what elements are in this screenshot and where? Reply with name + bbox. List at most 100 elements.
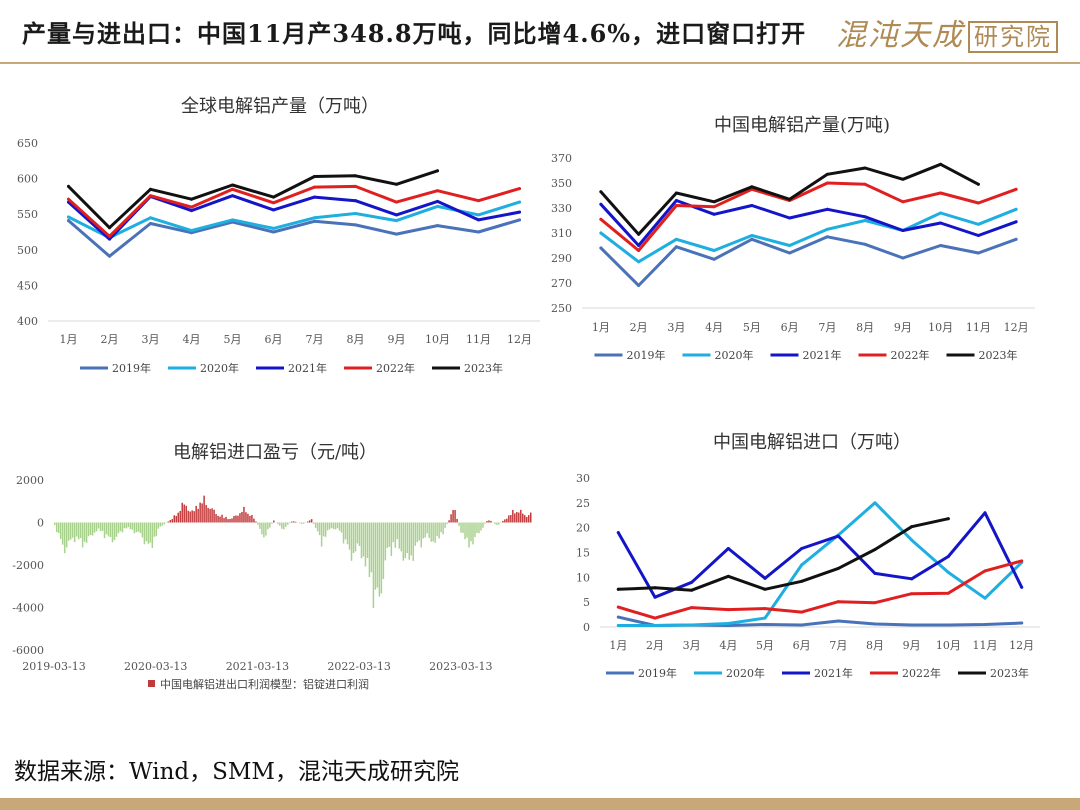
- data-point-2022: [836, 600, 840, 604]
- data-point-2021: [690, 580, 694, 584]
- profit-bar: [354, 522, 357, 552]
- data-point-2023: [712, 200, 716, 204]
- profit-bar: [277, 522, 279, 525]
- data-point-2020: [354, 211, 357, 215]
- profit-bar: [223, 518, 225, 523]
- profit-bar: [127, 522, 130, 528]
- data-point-2021: [873, 571, 877, 575]
- profit-bar: [330, 522, 333, 529]
- data-point-2019: [272, 230, 275, 234]
- data-point-2020: [750, 234, 754, 237]
- profit-bar: [316, 522, 319, 532]
- y-tick-label: 400: [17, 315, 38, 328]
- data-point-2019: [616, 615, 620, 619]
- data-point-2021: [616, 531, 620, 535]
- profit-bar: [245, 512, 247, 523]
- profit-bar: [530, 512, 532, 523]
- profit-bar: [147, 522, 150, 544]
- data-point-2021: [983, 511, 987, 515]
- data-point-2022: [1020, 559, 1024, 563]
- data-point-2022: [272, 201, 275, 205]
- profit-bar: [131, 522, 134, 530]
- y-tick-label: 370: [551, 152, 572, 165]
- data-point-2021: [910, 577, 914, 581]
- legend-swatch-profit: [148, 680, 155, 687]
- profit-bar: [247, 513, 249, 523]
- data-point-2019: [108, 254, 111, 258]
- data-point-2020: [712, 249, 716, 252]
- profit-bar: [227, 519, 229, 523]
- data-point-2020: [599, 231, 603, 235]
- profit-bar: [233, 516, 235, 523]
- data-point-2021: [436, 199, 439, 203]
- profit-bar: [65, 522, 68, 548]
- profit-bar: [460, 522, 462, 533]
- profit-bar: [340, 522, 343, 533]
- data-point-2021: [1020, 585, 1024, 589]
- profit-bar: [350, 522, 353, 561]
- data-point-2019: [674, 245, 678, 249]
- profit-bar: [121, 522, 124, 533]
- data-point-2021: [108, 237, 111, 241]
- data-point-2021: [726, 547, 730, 551]
- data-point-2020: [910, 538, 914, 542]
- profit-bar: [422, 522, 424, 539]
- profit-bar: [400, 522, 403, 552]
- y-tick-label: 0: [37, 517, 44, 530]
- profit-bar: [372, 522, 375, 609]
- data-point-2023: [637, 232, 641, 236]
- profit-bar: [117, 522, 120, 534]
- profit-bar: [91, 522, 94, 536]
- data-point-2020: [313, 216, 316, 220]
- data-point-2019: [946, 623, 950, 627]
- data-point-2021: [763, 576, 767, 580]
- profit-bar: [55, 522, 58, 533]
- profit-bar: [328, 522, 331, 530]
- x-tick-label: 4月: [719, 639, 737, 652]
- data-point-2020: [946, 570, 950, 574]
- series-line-2022: [67, 184, 521, 238]
- y-tick-label: 5: [583, 596, 590, 609]
- profit-bar: [326, 522, 329, 531]
- profit-bar: [480, 522, 482, 531]
- legend-label: 2019年: [112, 361, 151, 375]
- profit-bar: [474, 522, 476, 537]
- data-point-2021: [946, 554, 950, 558]
- data-point-2023: [231, 183, 234, 187]
- data-point-2022: [939, 191, 943, 195]
- profit-bar: [139, 522, 142, 534]
- profit-bar: [498, 522, 500, 525]
- profit-bar: [348, 522, 351, 550]
- chart-import: 中国电解铝进口（万吨） 0 5 10 15 20 25 30 1月 2月 3月 4月 5月 6月 7月 8月 9…: [576, 432, 1040, 680]
- profit-bar: [314, 522, 317, 528]
- profit-bar: [111, 522, 114, 543]
- profit-bar: [235, 515, 237, 523]
- data-point-2023: [946, 517, 950, 521]
- profit-bar: [338, 522, 341, 531]
- profit-bar: [310, 519, 313, 523]
- data-point-2020: [763, 616, 767, 620]
- data-point-2021: [653, 595, 657, 599]
- profit-bar: [518, 512, 520, 523]
- series-line-2020: [599, 207, 1018, 264]
- data-point-2022: [863, 182, 867, 186]
- data-point-2019: [712, 257, 716, 261]
- profit-bar: [352, 522, 355, 554]
- data-point-2020: [983, 596, 987, 600]
- profit-bar: [99, 522, 102, 532]
- profit-bar: [113, 522, 116, 541]
- data-point-2019: [976, 251, 980, 255]
- profit-bar: [430, 522, 432, 542]
- chart-title: 电解铝进口盈亏（元/吨）: [173, 442, 377, 463]
- data-point-2022: [690, 606, 694, 610]
- profit-bar: [249, 515, 251, 523]
- x-tick-label: 11月: [973, 639, 998, 652]
- profit-bar: [434, 522, 436, 543]
- y-tick-label: 350: [551, 177, 572, 190]
- data-point-2019: [637, 284, 641, 287]
- profit-bar: [157, 522, 160, 529]
- profit-bar: [193, 511, 195, 523]
- data-point-2022: [901, 200, 905, 204]
- profit-bar: [75, 522, 78, 537]
- profit-bar: [59, 522, 62, 539]
